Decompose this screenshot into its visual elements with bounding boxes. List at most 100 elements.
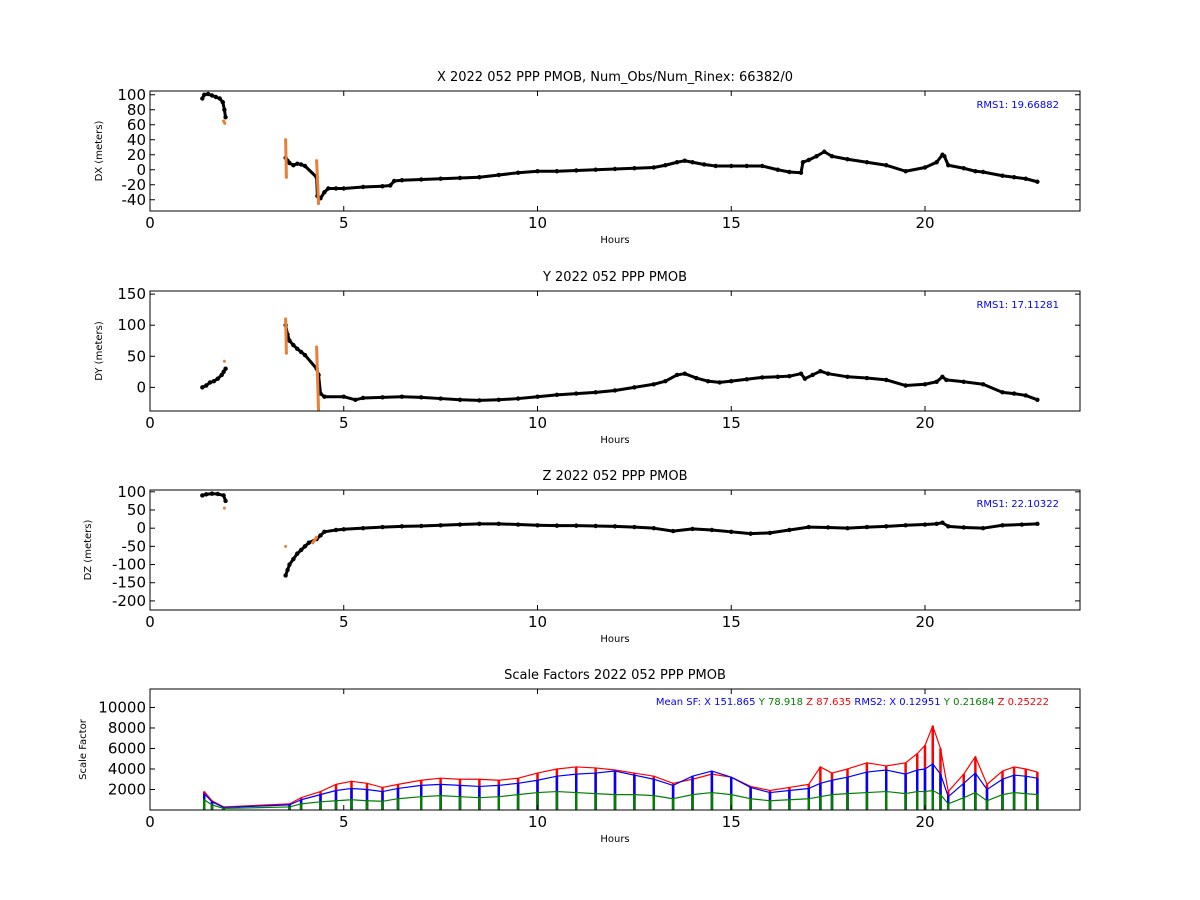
trace-segment bbox=[1025, 768, 1038, 773]
trace-segment bbox=[944, 378, 966, 384]
data-point bbox=[317, 202, 321, 205]
data-point bbox=[438, 523, 443, 528]
y-tick-label: -40 bbox=[122, 191, 147, 209]
trace-segment bbox=[808, 796, 821, 800]
data-point bbox=[775, 374, 780, 380]
trace-segment bbox=[729, 377, 749, 383]
y-tick-label: 60 bbox=[127, 116, 146, 134]
trace-segment bbox=[653, 778, 674, 786]
trace-segment bbox=[904, 523, 927, 527]
trace-segment bbox=[905, 753, 918, 764]
trace-segment bbox=[350, 780, 368, 784]
trace-segment bbox=[745, 375, 764, 381]
data-point bbox=[438, 176, 443, 181]
trace-segment bbox=[203, 799, 213, 806]
data-point bbox=[864, 160, 870, 165]
trace-segment bbox=[924, 789, 934, 793]
data-point bbox=[818, 369, 823, 374]
data-point bbox=[574, 391, 579, 396]
trace-segment bbox=[300, 790, 322, 799]
trace-segment bbox=[1013, 766, 1027, 770]
y-tick-label: 50 bbox=[127, 347, 146, 365]
data-point bbox=[884, 163, 889, 168]
trace-segment bbox=[478, 796, 500, 799]
plot-frame bbox=[149, 290, 1081, 412]
trace-segment bbox=[750, 786, 771, 794]
trace-segment bbox=[653, 795, 674, 800]
data-point bbox=[612, 388, 618, 393]
trace-segment bbox=[366, 782, 384, 789]
y-axis-label: DY (meters) bbox=[94, 321, 105, 381]
x-tick-label: 5 bbox=[339, 813, 349, 831]
trace-segment bbox=[575, 791, 597, 795]
data-point bbox=[934, 379, 939, 384]
trace-segment bbox=[497, 397, 520, 402]
scale-factor-annotation: Mean SF: X 151.865 Y 78.918 Z 87.635 RMS… bbox=[656, 697, 1049, 708]
trace-segment bbox=[284, 317, 288, 355]
trace-segment bbox=[516, 395, 539, 401]
data-point bbox=[674, 160, 680, 165]
data-point bbox=[287, 562, 292, 567]
trace-segment bbox=[419, 395, 443, 401]
x-axis-label: Hours bbox=[600, 634, 629, 645]
data-point bbox=[787, 527, 792, 533]
trace-segment bbox=[319, 789, 337, 796]
y-axis-label: Scale Factor bbox=[78, 718, 89, 780]
data-point bbox=[284, 138, 288, 142]
data-point bbox=[632, 385, 637, 390]
trace-segment bbox=[819, 779, 833, 784]
data-point bbox=[200, 493, 205, 498]
series-1 bbox=[200, 491, 1040, 578]
trace-segment bbox=[498, 777, 519, 781]
data-point bbox=[203, 383, 209, 388]
trace-segment bbox=[932, 763, 942, 775]
data-point bbox=[215, 376, 221, 381]
rms-annotation: RMS1: 19.66882 bbox=[976, 100, 1059, 111]
data-point bbox=[940, 374, 945, 380]
data-point bbox=[284, 544, 288, 548]
data-point bbox=[980, 382, 986, 387]
trace-segment bbox=[924, 763, 934, 770]
trace-segment bbox=[916, 768, 926, 771]
trace-segment bbox=[1013, 791, 1027, 795]
trace-segment bbox=[974, 772, 988, 791]
data-point bbox=[651, 382, 656, 387]
data-point bbox=[287, 338, 292, 343]
trace-segment bbox=[211, 801, 225, 809]
trace-segment bbox=[691, 527, 714, 532]
data-layer bbox=[200, 317, 1040, 411]
trace-segment bbox=[594, 388, 617, 394]
trace-segment bbox=[1001, 523, 1024, 527]
data-layer bbox=[200, 91, 1040, 205]
data-point bbox=[980, 169, 986, 175]
y-axis-label: DX (meters) bbox=[94, 120, 105, 181]
series-2 bbox=[222, 506, 319, 548]
data-point bbox=[341, 186, 346, 191]
trace-segment bbox=[866, 762, 887, 767]
trace-segment bbox=[819, 794, 833, 798]
data-point bbox=[682, 158, 687, 163]
x-tick-label: 20 bbox=[915, 813, 934, 831]
trace-segment bbox=[397, 796, 422, 800]
trace-segment bbox=[633, 794, 655, 797]
trace-segment bbox=[846, 525, 869, 530]
trace-segment bbox=[555, 169, 578, 173]
data-point bbox=[632, 166, 637, 171]
data-point bbox=[800, 160, 806, 165]
data-point bbox=[419, 177, 424, 182]
trace-segment bbox=[478, 778, 500, 781]
data-point bbox=[399, 178, 405, 183]
trace-segment bbox=[223, 804, 291, 809]
data-point bbox=[360, 525, 366, 531]
data-point bbox=[223, 115, 228, 120]
data-point bbox=[961, 166, 966, 171]
trace-segment bbox=[459, 796, 480, 799]
y-tick-label: 40 bbox=[127, 131, 146, 149]
trace-segment bbox=[865, 376, 888, 382]
trace-segment bbox=[653, 775, 674, 784]
data-point bbox=[322, 190, 327, 195]
trace-segment bbox=[300, 794, 322, 801]
trace-segment bbox=[613, 166, 636, 171]
data-point bbox=[295, 346, 300, 352]
trace-segment bbox=[574, 390, 598, 396]
